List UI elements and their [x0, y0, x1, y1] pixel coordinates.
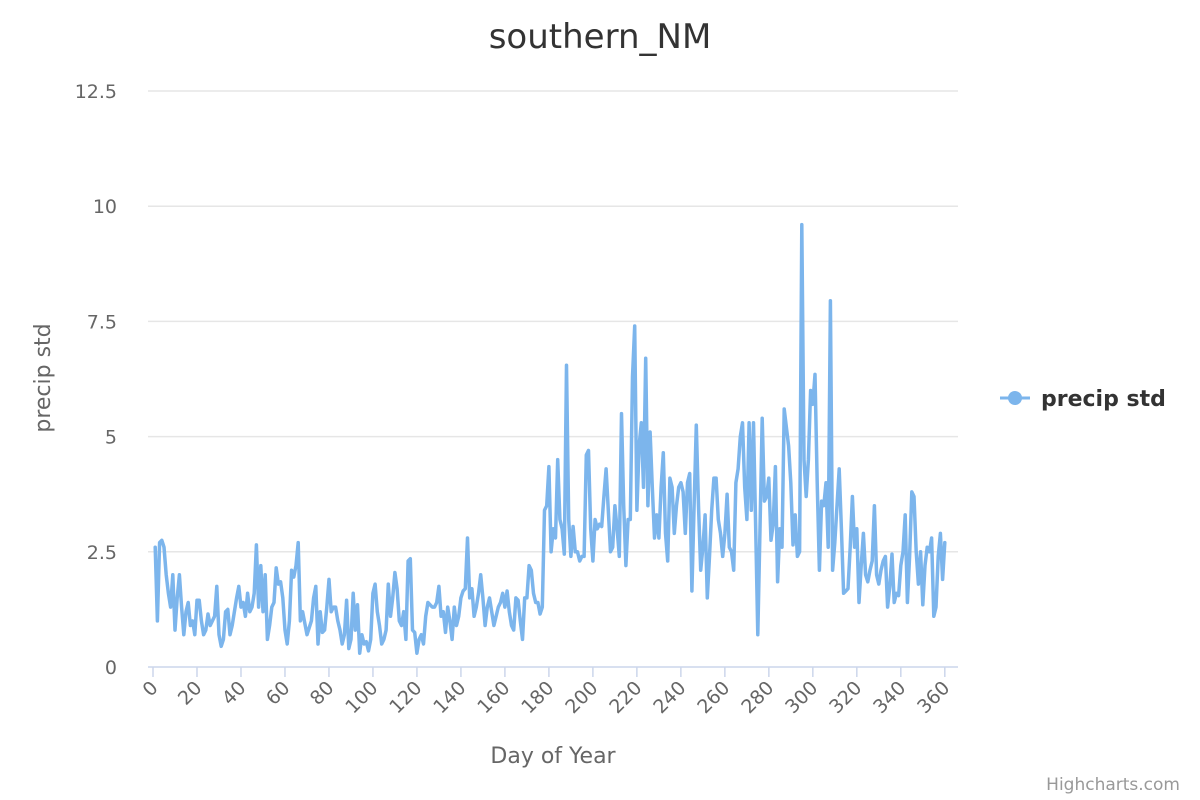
x-tick-label: 320: [825, 677, 866, 718]
x-tick-label: 280: [737, 677, 778, 718]
y-tick-label: 12.5: [75, 81, 117, 103]
y-axis: 0 2.5 5 7.5 10 12.5: [75, 81, 117, 679]
x-tick-label: 360: [913, 677, 954, 718]
series-layer: [153, 222, 947, 655]
x-tick-label: 100: [341, 677, 382, 718]
x-tick-label: 40: [218, 677, 251, 710]
y-tick-label: 10: [93, 196, 117, 218]
x-tick-label: 300: [781, 677, 822, 718]
legend-label: precip std: [1041, 387, 1166, 412]
x-tick-label: 180: [517, 677, 558, 718]
series-line-precip-std[interactable]: [153, 222, 947, 655]
x-tick-label: 240: [649, 677, 690, 718]
x-tick-label: 20: [174, 677, 207, 710]
x-tick-label: 340: [869, 677, 910, 718]
y-tick-label: 2.5: [87, 542, 117, 564]
x-axis: 0 20 40 60 80 100 120 140 160 180 200 220 240 260 280 3…: [138, 666, 958, 718]
x-tick-label: 80: [306, 677, 339, 710]
y-tick-label: 5: [105, 427, 117, 449]
x-tick-label: 60: [262, 677, 295, 710]
x-axis-title: Day of Year: [490, 744, 616, 769]
x-tick-label: 200: [561, 677, 602, 718]
y-tick-label: 0: [105, 657, 117, 679]
x-tick-label: 0: [138, 677, 162, 701]
legend-symbol-marker: [1008, 391, 1022, 405]
x-tick-label: 160: [473, 677, 514, 718]
x-tick-label: 220: [605, 677, 646, 718]
x-tick-label: 120: [385, 677, 426, 718]
y-tick-label: 7.5: [87, 311, 117, 333]
grid-lines: [148, 90, 958, 553]
chart-title: southern_NM: [489, 17, 712, 57]
y-axis-title: precip std: [31, 323, 56, 432]
x-tick-label: 260: [693, 677, 734, 718]
x-tick-label: 140: [429, 677, 470, 718]
legend-item[interactable]: precip std: [1000, 387, 1166, 412]
credits-link[interactable]: Highcharts.com: [1046, 775, 1180, 795]
